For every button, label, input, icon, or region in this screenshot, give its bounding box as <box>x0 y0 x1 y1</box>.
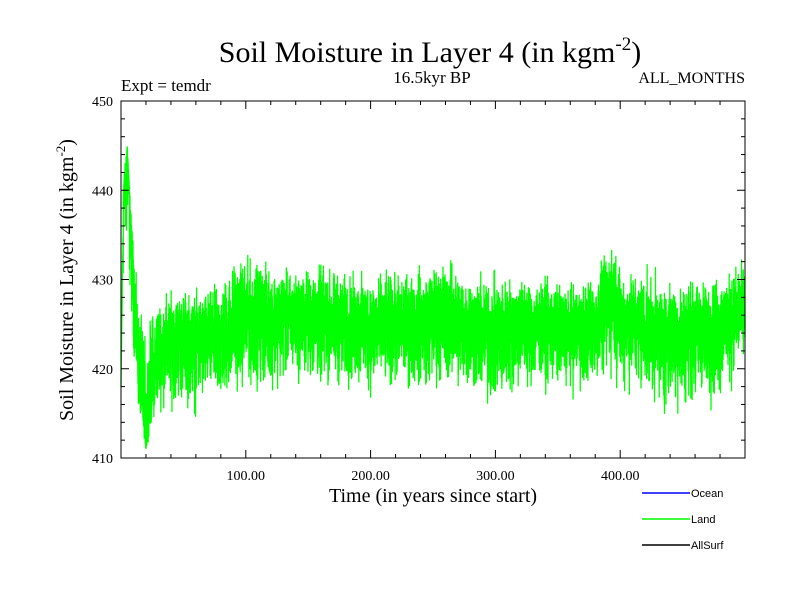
legend-label-land: Land <box>691 514 715 526</box>
y-tick-label: 410 <box>92 452 113 467</box>
series-line-land <box>120 146 746 449</box>
legend-label-allsurf: AllSurf <box>691 540 724 552</box>
legend: Ocean Land AllSurf <box>642 488 724 552</box>
subtitle-center: 16.5kyr BP <box>393 68 470 87</box>
subtitle-right: ALL_MONTHS <box>638 70 745 87</box>
axis-layer: 100.00 200.00 300.00 400.00 410 420 430 440 450 <box>92 95 746 484</box>
y-tick-label: 450 <box>92 95 113 110</box>
x-tick-label: 200.00 <box>351 469 390 484</box>
x-tick-label: 400.00 <box>601 469 640 484</box>
subtitle-left: Expt = temdr <box>121 76 211 95</box>
y-axis-label: Soil Moisture in Layer 4 (in kgm-2) <box>53 139 78 421</box>
x-tick-label: 100.00 <box>227 469 266 484</box>
x-axis-label: Time (in years since start) <box>329 485 537 507</box>
chart-title: Soil Moisture in Layer 4 (in kgm-2) <box>219 34 641 69</box>
y-tick-label: 440 <box>92 184 113 199</box>
x-tick-label: 300.00 <box>476 469 515 484</box>
y-tick-label: 420 <box>92 363 113 378</box>
plot-layer <box>120 146 746 449</box>
legend-label-ocean: Ocean <box>691 488 723 500</box>
y-tick-label: 430 <box>92 274 113 289</box>
